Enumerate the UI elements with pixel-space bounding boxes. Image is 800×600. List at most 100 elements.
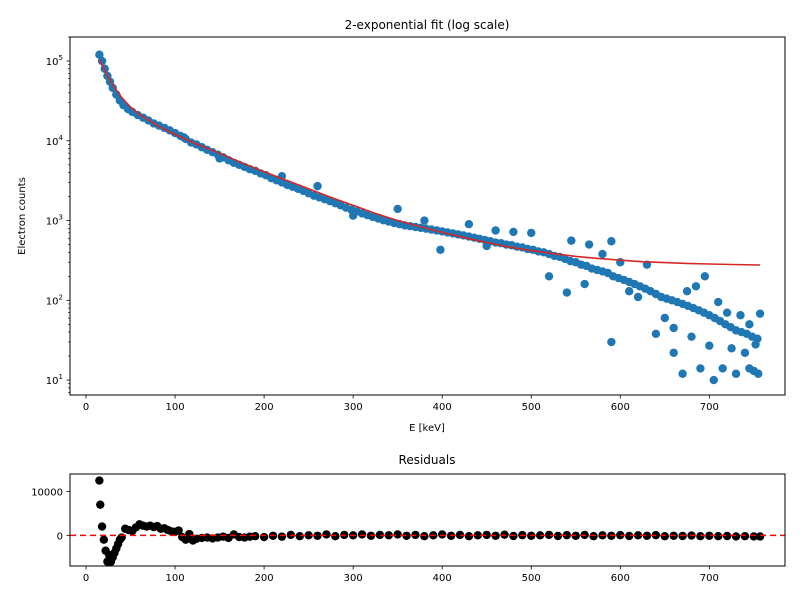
residual-point: [420, 532, 429, 541]
data-point: [678, 369, 687, 378]
residual-point: [722, 531, 732, 541]
data-point: [215, 154, 224, 163]
residuals-plot-x-ticks: 0 100 200 300 400 500 600 700: [83, 566, 719, 584]
residual-point: [589, 532, 598, 541]
data-point: [722, 308, 732, 317]
residual-point: [740, 532, 750, 541]
main-x-tick-label: 600: [611, 402, 630, 413]
data-point: [624, 287, 634, 296]
data-point: [567, 236, 576, 245]
data-point: [740, 348, 750, 357]
data-point: [464, 219, 474, 229]
residuals-x-tick-label: 500: [522, 573, 541, 584]
residual-point: [393, 530, 402, 539]
data-point: [714, 297, 723, 307]
main-x-tick-label: 200: [255, 402, 274, 413]
residuals-x-tick-label: 0: [83, 573, 89, 584]
data-point: [718, 364, 727, 373]
residual-point: [482, 530, 491, 540]
data-point: [736, 311, 745, 320]
main-plot-x-axis-label: E [keV]: [409, 423, 445, 434]
residuals-x-tick-label: 600: [611, 573, 630, 584]
data-point: [700, 272, 710, 281]
residual-point: [749, 532, 759, 541]
data-point: [607, 237, 616, 246]
residual-point: [437, 530, 447, 539]
data-point: [544, 272, 554, 281]
data-point: [727, 344, 736, 353]
residuals-x-tick-label: 200: [255, 573, 274, 584]
data-point: [491, 226, 500, 235]
residuals-x-tick-label: 100: [166, 573, 185, 584]
residuals-y-tick-label: 0: [57, 531, 63, 542]
data-point: [313, 181, 322, 191]
residual-point: [633, 531, 643, 540]
main-plot-y-axis-label: Electron counts: [17, 177, 28, 255]
residual-point: [473, 531, 483, 540]
residual-point: [259, 532, 269, 542]
data-point: [731, 369, 741, 378]
residual-point: [277, 532, 287, 541]
data-point: [669, 323, 678, 333]
data-point: [633, 292, 643, 302]
residual-point: [322, 530, 331, 539]
residuals-plot-y-ticks: 10000 0: [31, 488, 70, 542]
main-plot-y-ticks: 101 102 103 104 105: [46, 36, 70, 393]
main-x-tick-label: 300: [344, 402, 363, 413]
main-y-tick-label: 102: [46, 293, 63, 307]
data-point: [95, 50, 104, 59]
residual-point: [251, 532, 260, 541]
data-point: [754, 369, 763, 378]
data-point: [584, 240, 594, 249]
residual-point: [295, 532, 304, 541]
main-x-tick-label: 0: [83, 402, 89, 413]
residual-point: [95, 476, 104, 485]
residual-point: [97, 522, 107, 531]
residuals-x-tick-label: 700: [700, 573, 719, 584]
residuals-plot-frame: [69, 473, 786, 567]
residual-point: [755, 532, 765, 541]
data-point: [527, 228, 536, 238]
main-plot-x-ticks: 0 100 200 300 400 500 600 700: [83, 395, 719, 413]
data-point: [420, 216, 429, 225]
main-x-tick-label: 400: [433, 402, 452, 413]
data-point: [751, 340, 760, 349]
residual-point: [624, 531, 634, 541]
residual-point: [705, 531, 714, 540]
main-y-tick-label: 105: [46, 54, 63, 68]
main-x-tick-label: 700: [700, 402, 719, 413]
data-point: [705, 341, 714, 350]
main-y-tick-label: 104: [46, 134, 64, 148]
data-point: [651, 329, 661, 339]
residual-point: [357, 530, 367, 539]
data-point: [393, 204, 402, 214]
main-plot-marks: [95, 50, 765, 385]
residual-point: [313, 531, 322, 540]
residual-point: [696, 532, 705, 541]
residual-point: [660, 532, 669, 541]
data-point: [97, 56, 107, 66]
residuals-y-tick-label: 10000: [31, 488, 63, 499]
data-point: [108, 83, 117, 93]
residuals-plot-marks: [70, 476, 785, 566]
residuals-x-tick-label: 400: [433, 573, 452, 584]
data-point: [482, 241, 491, 251]
residual-point: [464, 532, 474, 541]
main-x-tick-label: 500: [522, 402, 541, 413]
residual-point: [174, 526, 183, 535]
residual-point: [96, 500, 105, 509]
data-point: [598, 249, 607, 259]
fit-curve: [98, 59, 761, 266]
residual-point: [331, 532, 340, 541]
data-point: [687, 332, 696, 341]
residual-point: [731, 532, 741, 541]
data-point: [607, 337, 616, 347]
residual-point: [642, 531, 652, 540]
residual-point: [714, 532, 723, 541]
data-point: [696, 364, 705, 373]
data-point: [682, 287, 692, 296]
main-plot: 2-exponential fit (log scale) 0 100 200 300…: [17, 18, 786, 434]
data-point: [745, 320, 754, 329]
main-x-tick-label: 100: [166, 402, 185, 413]
